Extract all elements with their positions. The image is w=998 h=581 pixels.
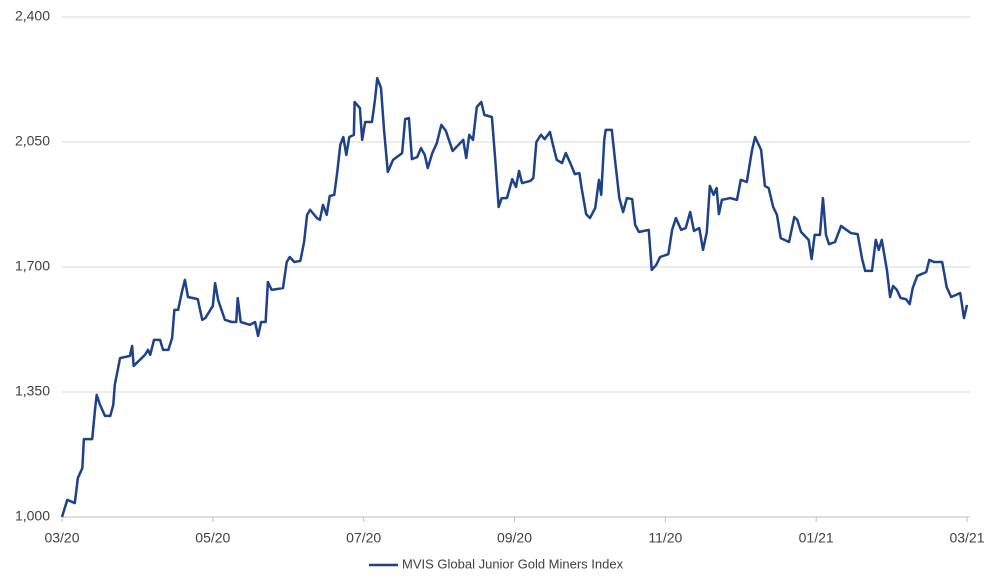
y-tick-label: 1,700 bbox=[15, 258, 50, 274]
legend-label: MVIS Global Junior Gold Miners Index bbox=[402, 556, 624, 571]
x-tick-label: 05/20 bbox=[195, 530, 230, 546]
y-tick-label: 2,050 bbox=[15, 133, 50, 149]
x-tick-label: 01/21 bbox=[799, 530, 834, 546]
x-tick-label: 03/21 bbox=[949, 530, 984, 546]
y-tick-label: 1,000 bbox=[15, 508, 50, 524]
y-tick-label: 1,350 bbox=[15, 383, 50, 399]
x-tick-label: 03/20 bbox=[44, 530, 79, 546]
line-series bbox=[60, 76, 969, 518]
x-tick-label: 07/20 bbox=[346, 530, 381, 546]
y-tick-label: 2,400 bbox=[15, 8, 50, 24]
x-tick-label: 11/20 bbox=[648, 530, 682, 546]
x-tick-label: 09/20 bbox=[497, 530, 532, 546]
